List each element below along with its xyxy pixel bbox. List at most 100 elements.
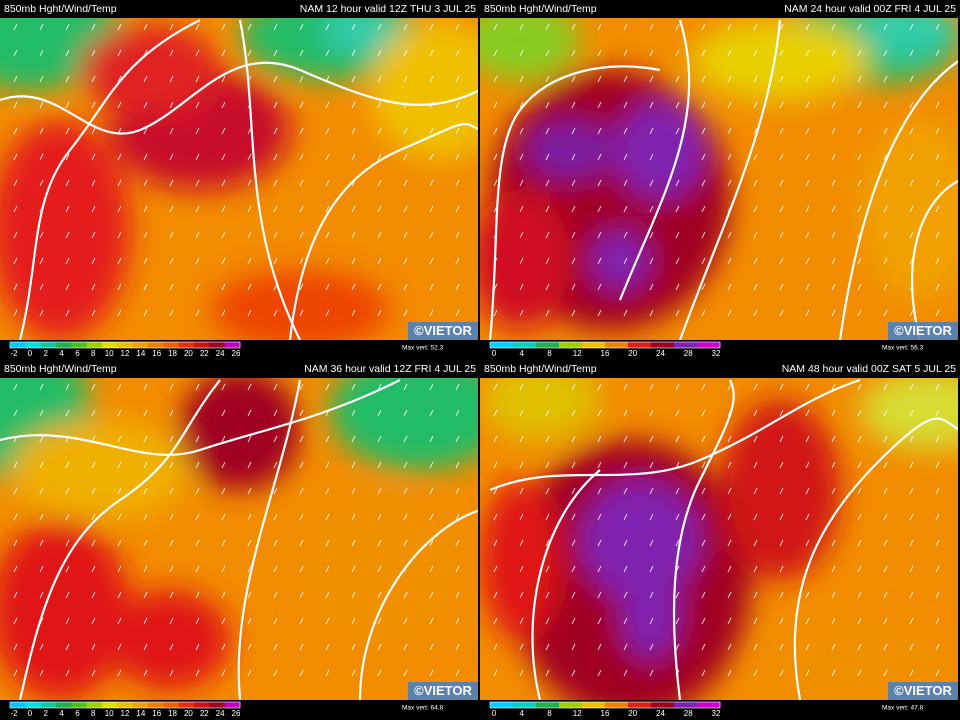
wind-barb bbox=[519, 435, 524, 443]
colorbar-cell bbox=[513, 702, 537, 708]
wind-barb bbox=[455, 127, 460, 135]
wind-barb bbox=[377, 23, 382, 31]
wind-barb bbox=[675, 539, 680, 547]
temperature-blob bbox=[480, 378, 600, 440]
wind-barb bbox=[623, 617, 628, 625]
wind-barb bbox=[753, 283, 758, 291]
wind-barb bbox=[909, 383, 914, 391]
wind-barb bbox=[403, 153, 408, 161]
wind-barb bbox=[91, 23, 96, 31]
wind-barb bbox=[675, 591, 680, 599]
wind-barb bbox=[571, 231, 576, 239]
colorbar-cell bbox=[178, 342, 195, 348]
wind-barb bbox=[545, 617, 550, 625]
temperature-field bbox=[0, 378, 478, 700]
temperature-blob bbox=[110, 590, 230, 690]
temperature-blob bbox=[480, 190, 570, 330]
wind-barb bbox=[675, 383, 680, 391]
wind-barb bbox=[935, 283, 940, 291]
wind-barb bbox=[883, 205, 888, 213]
wind-barb bbox=[675, 231, 680, 239]
wind-barb bbox=[649, 435, 654, 443]
height-contour bbox=[672, 379, 735, 700]
colorbar-label: -2 bbox=[10, 709, 18, 718]
wind-barb bbox=[247, 487, 252, 495]
wind-barb bbox=[117, 461, 122, 469]
wind-barb bbox=[117, 669, 122, 677]
colorbar-label: 12 bbox=[573, 709, 582, 718]
wind-barb bbox=[779, 435, 784, 443]
wind-barb bbox=[403, 257, 408, 265]
temperature-field bbox=[480, 18, 958, 330]
wind-barb bbox=[351, 101, 356, 109]
wind-barb bbox=[195, 153, 200, 161]
wind-barb bbox=[377, 409, 382, 417]
wind-barb bbox=[727, 461, 732, 469]
colorbar-cell bbox=[697, 702, 721, 708]
wind-barb bbox=[455, 643, 460, 651]
wind-barb bbox=[143, 487, 148, 495]
max-vert: Max vert: 64.8 bbox=[402, 705, 444, 712]
colorbar-label: 24 bbox=[656, 349, 665, 358]
wind-barb bbox=[831, 283, 836, 291]
wind-barb bbox=[273, 101, 278, 109]
colorbar-label: 14 bbox=[136, 709, 145, 718]
wind-barb bbox=[13, 617, 18, 625]
wind-barb bbox=[39, 231, 44, 239]
wind-barb bbox=[701, 309, 706, 317]
wind-barb bbox=[779, 487, 784, 495]
wind-barb bbox=[195, 23, 200, 31]
wind-barb bbox=[597, 127, 602, 135]
wind-barb bbox=[65, 591, 70, 599]
wind-barb bbox=[571, 49, 576, 57]
wind-barb bbox=[39, 487, 44, 495]
wind-barb bbox=[377, 127, 382, 135]
wind-barb bbox=[649, 383, 654, 391]
wind-barb bbox=[351, 617, 356, 625]
wind-barb bbox=[519, 257, 524, 265]
wind-barb bbox=[299, 75, 304, 83]
wind-barb bbox=[675, 435, 680, 443]
wind-barb bbox=[597, 565, 602, 573]
wind-barb bbox=[545, 283, 550, 291]
wind-barb bbox=[779, 539, 784, 547]
wind-barb bbox=[805, 435, 810, 443]
wind-barb bbox=[455, 283, 460, 291]
wind-barb bbox=[299, 513, 304, 521]
map-area: ©VIETOR bbox=[0, 18, 478, 340]
wind-barb bbox=[805, 283, 810, 291]
wind-barb bbox=[117, 487, 122, 495]
wind-barb bbox=[545, 461, 550, 469]
wind-barb bbox=[909, 435, 914, 443]
wind-barb bbox=[649, 179, 654, 187]
height-contour bbox=[0, 61, 478, 135]
wind-barb bbox=[779, 383, 784, 391]
wind-barb bbox=[195, 617, 200, 625]
wind-barb bbox=[221, 127, 226, 135]
wind-barb bbox=[65, 539, 70, 547]
wind-barb bbox=[545, 23, 550, 31]
wind-barb bbox=[325, 435, 330, 443]
wind-barb bbox=[65, 669, 70, 677]
wind-barb bbox=[221, 643, 226, 651]
wind-barb bbox=[169, 231, 174, 239]
wind-barb bbox=[831, 539, 836, 547]
wind-barb bbox=[299, 23, 304, 31]
wind-barb bbox=[247, 23, 252, 31]
wind-barb bbox=[623, 23, 628, 31]
wind-barb bbox=[649, 153, 654, 161]
wind-barb bbox=[169, 205, 174, 213]
wind-barb bbox=[571, 179, 576, 187]
wind-barb bbox=[519, 669, 524, 677]
wind-barb bbox=[779, 513, 784, 521]
wind-barb bbox=[91, 617, 96, 625]
wind-barb bbox=[831, 179, 836, 187]
wind-barb bbox=[455, 309, 460, 317]
wind-barb bbox=[39, 513, 44, 521]
wind-barb bbox=[597, 539, 602, 547]
wind-barb bbox=[13, 409, 18, 417]
wind-barb bbox=[429, 591, 434, 599]
wind-barb bbox=[429, 23, 434, 31]
wind-barb bbox=[273, 383, 278, 391]
wind-barb bbox=[649, 591, 654, 599]
